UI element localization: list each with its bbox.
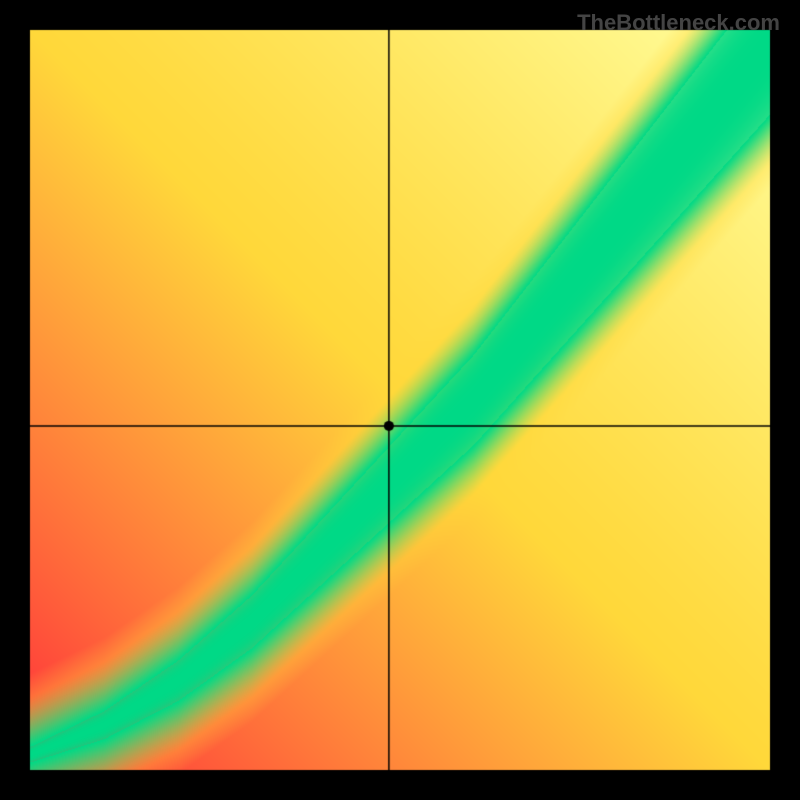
bottleneck-heatmap: [0, 0, 800, 800]
container: TheBottleneck.com: [0, 0, 800, 800]
watermark-text: TheBottleneck.com: [577, 10, 780, 36]
